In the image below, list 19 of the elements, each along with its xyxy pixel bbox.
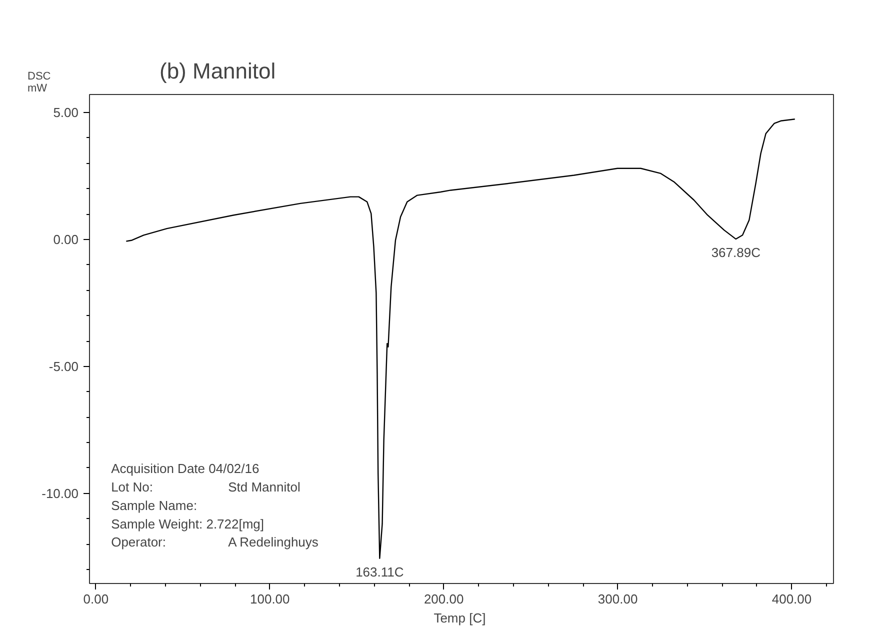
x-tick-label: 400.00 [772,592,812,606]
x-tick-label: 100.00 [250,592,290,606]
x-tick-label: 0.00 [83,592,109,606]
annotation: Sample Weight: 2.722[mg] [111,516,264,532]
y-tick-label: -5.00 [48,358,79,374]
text: Operator: A Redelinghuys [111,534,318,550]
x-tick-label: 200.00 [424,592,464,606]
annotation: 163.11C [356,564,404,580]
y-tick-label: 0.00 [53,232,79,247]
x-axis-title: Temp [C] [434,610,486,626]
y-axis-title: DSC mW [28,70,51,94]
y-tick-label: 5.00 [53,105,79,120]
y-tick-label: -10.00 [42,486,79,501]
chart-title: (b) Mannitol [160,58,276,84]
text: Lot No: Std Mannitol [111,479,300,494]
x-tick-label: 300.00 [598,592,638,606]
annotation: Acquisition Date 04/02/16 [111,461,260,476]
annotation: 367.89C [711,244,760,260]
annotation: Sample Name: [111,498,198,513]
